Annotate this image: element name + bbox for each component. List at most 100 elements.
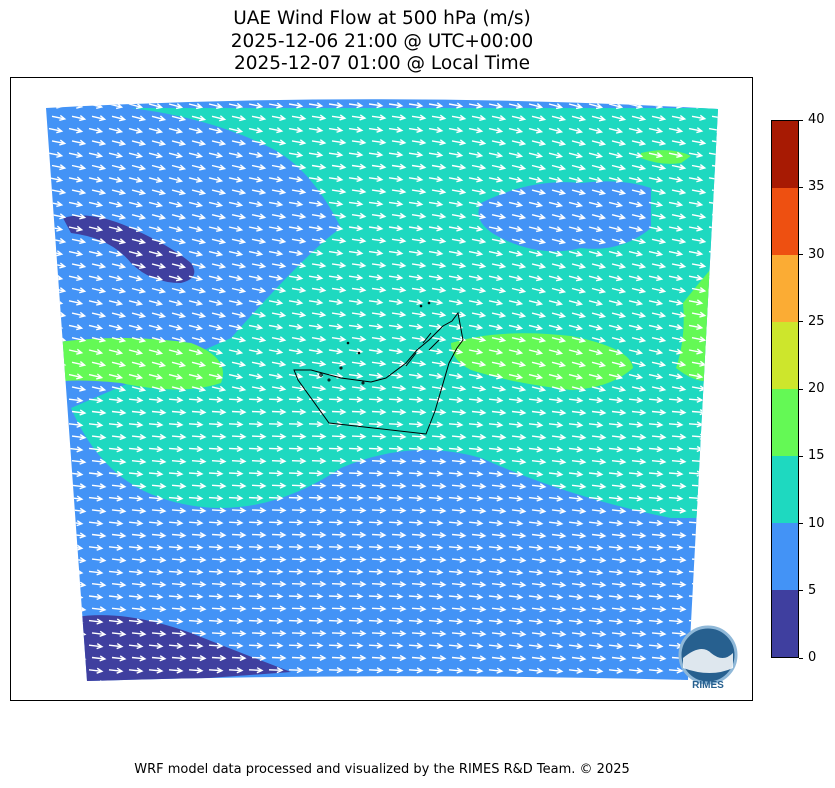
wind-arrow xyxy=(528,569,544,576)
wind-arrow xyxy=(288,299,304,306)
wind-arrow xyxy=(128,349,144,356)
wind-arrow xyxy=(508,446,524,453)
wind-arrow xyxy=(111,262,127,269)
wind-arrow xyxy=(171,263,187,270)
wind-arrow xyxy=(351,138,367,146)
wind-arrow xyxy=(48,520,64,527)
wind-arrow xyxy=(71,630,87,637)
wind-arrow xyxy=(651,213,667,220)
wind-arrow xyxy=(288,249,304,257)
wind-arrow xyxy=(691,605,707,613)
wind-arrow xyxy=(428,642,444,649)
wind-arrow xyxy=(611,507,627,514)
wind-arrow xyxy=(428,667,444,674)
wind-arrow xyxy=(431,311,447,318)
wind-arrow xyxy=(168,519,184,527)
wind-arrow xyxy=(108,324,124,331)
wind-arrow xyxy=(168,667,184,674)
wind-arrow xyxy=(188,324,204,331)
wind-arrow xyxy=(308,225,324,232)
wind-arrow xyxy=(351,114,367,121)
wind-arrow xyxy=(48,470,64,478)
wind-arrow xyxy=(171,433,187,440)
wind-arrow xyxy=(591,532,607,539)
wind-arrow xyxy=(131,483,147,490)
wind-arrow xyxy=(528,250,544,257)
wind-arrow xyxy=(611,483,627,490)
wind-arrow xyxy=(51,213,67,220)
colorbar-tick xyxy=(799,186,803,188)
wind-arrow xyxy=(628,152,644,159)
wind-arrow xyxy=(228,127,244,134)
wind-arrow xyxy=(648,667,664,674)
wind-arrow xyxy=(51,458,67,465)
wind-arrow xyxy=(408,396,424,403)
wind-arrow xyxy=(511,115,527,122)
wind-arrow xyxy=(708,618,718,625)
wind-arrow xyxy=(151,189,167,196)
wind-arrow xyxy=(668,373,684,380)
wind-arrow xyxy=(671,262,687,269)
wind-arrow xyxy=(111,581,127,588)
wind-arrow xyxy=(671,336,687,343)
wind-arrow xyxy=(651,581,667,588)
wind-arrow xyxy=(648,544,664,551)
wind-arrow xyxy=(708,274,718,281)
wind-arrow xyxy=(491,385,507,392)
wind-arrow xyxy=(108,421,124,428)
wind-arrow xyxy=(308,470,324,477)
wind-arrow xyxy=(391,531,407,539)
wind-arrow xyxy=(591,213,607,220)
wind-arrow xyxy=(271,605,287,612)
wind-arrow xyxy=(608,127,624,134)
wind-arrow xyxy=(548,275,564,282)
wind-arrow xyxy=(651,655,667,662)
wind-arrow xyxy=(591,581,607,588)
wind-arrow xyxy=(431,679,447,682)
wind-arrow xyxy=(331,360,347,367)
wind-arrow xyxy=(211,189,227,196)
wind-arrow xyxy=(48,323,64,331)
wind-arrow xyxy=(448,176,464,183)
wind-arrow xyxy=(628,667,644,674)
wind-arrow xyxy=(688,323,704,331)
wind-arrow xyxy=(528,421,544,428)
wind-arrow xyxy=(288,372,304,380)
wind-arrow xyxy=(491,532,507,539)
wind-arrow xyxy=(551,287,567,294)
wind-arrow xyxy=(508,225,524,232)
wind-arrow xyxy=(431,458,447,465)
wind-arrow xyxy=(591,115,607,122)
wind-arrow xyxy=(291,457,307,465)
wind-arrow xyxy=(88,324,104,331)
wind-arrow xyxy=(628,225,644,233)
wind-arrow xyxy=(671,556,687,563)
wind-arrow xyxy=(408,519,424,526)
wind-arrow xyxy=(448,127,464,134)
wind-arrow xyxy=(548,103,564,110)
wind-arrow xyxy=(408,445,424,453)
wind-arrow xyxy=(131,532,147,539)
wind-arrow xyxy=(508,569,524,576)
wind-arrow xyxy=(628,470,644,477)
wind-arrow xyxy=(88,520,104,527)
wind-arrow xyxy=(488,446,504,453)
colorbar-segment xyxy=(772,121,798,188)
wind-arrow xyxy=(308,102,324,109)
wind-arrow xyxy=(548,569,564,576)
wind-arrow xyxy=(91,311,107,319)
wind-arrow xyxy=(468,323,484,331)
wind-arrow xyxy=(428,249,444,257)
wind-arrow xyxy=(428,495,444,502)
wind-arrow xyxy=(351,384,367,392)
wind-arrow xyxy=(468,421,484,428)
wind-arrow xyxy=(628,127,644,134)
wind-arrow xyxy=(228,519,244,526)
wind-arrow xyxy=(468,151,484,158)
wind-arrow xyxy=(371,507,387,514)
wind-arrow xyxy=(471,630,487,637)
wind-arrow xyxy=(188,250,204,257)
wind-arrow xyxy=(511,556,527,564)
wind-arrow xyxy=(288,421,304,428)
wind-arrow xyxy=(208,225,224,233)
